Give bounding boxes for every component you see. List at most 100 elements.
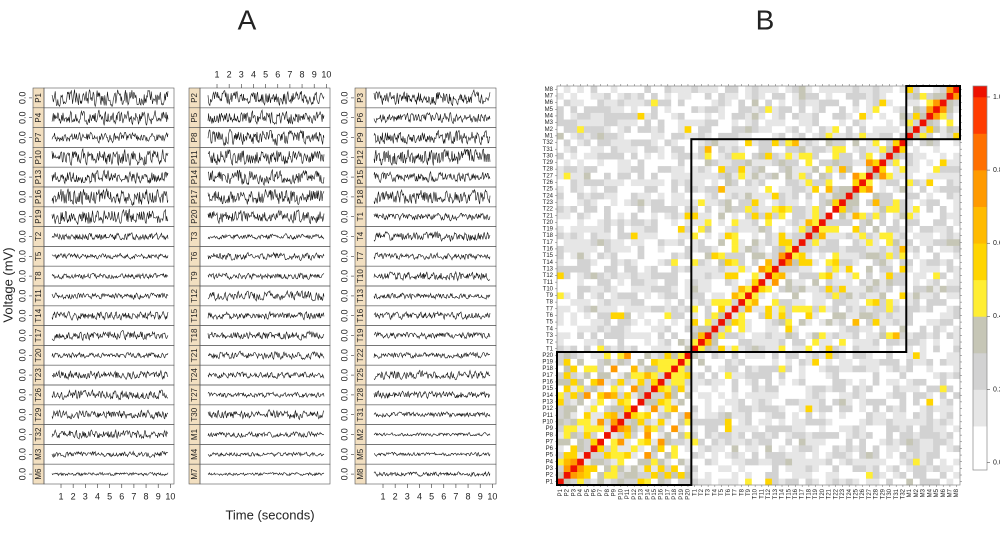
heatmap-cell [845,179,853,187]
heatmap-cell [765,125,773,133]
heatmap-cell [872,119,880,127]
voltage-trace [373,212,491,222]
heatmap-cell [825,298,833,306]
heatmap-cell [563,352,571,359]
heatmap-cell [671,371,679,379]
heatmap-cell [644,325,652,333]
heatmap-cell [738,219,746,226]
heatmap-cell [577,125,585,133]
heatmap-cell [805,112,813,120]
heatmap-cell [946,238,954,246]
heatmap-cell [630,258,638,266]
heatmap-cell [933,391,941,399]
heatmap-cell [671,332,679,339]
heatmap-cell [785,258,793,266]
heatmap-cell [711,385,719,393]
heatmap-cell [859,352,867,359]
heatmap-cell [617,192,625,200]
heatmap-cell [899,132,907,140]
voltage-trace [51,409,169,420]
heatmap-cell [597,312,605,320]
heatmap-cell [577,358,585,366]
heatmap-cell [859,438,867,446]
y-tick-label: T15 [543,253,554,259]
heatmap-cell [610,139,618,147]
heatmap-cell [832,451,840,459]
heatmap-cell [610,358,618,366]
heatmap-cell [684,165,692,173]
heatmap-cell [698,298,706,306]
heatmap-cell [792,318,800,326]
heatmap-cell [651,298,659,306]
heatmap-cell [832,272,840,280]
heatmap-cell [724,418,732,426]
heatmap-cell [664,219,672,226]
heatmap-cell [704,139,712,147]
heatmap-cell [630,165,638,173]
heatmap-cell [731,105,739,113]
heatmap-cell [751,139,759,147]
panel-box [365,404,497,425]
heatmap-cell [765,298,773,306]
heatmap-cell [724,465,732,472]
heatmap-cell [792,338,800,346]
heatmap-cell [664,318,672,326]
heatmap-cell [919,225,927,233]
heatmap-cell [919,312,927,320]
heatmap-cell [704,132,712,140]
heatmap-cell [818,112,826,120]
heatmap-cell [657,232,665,240]
heatmap-cell [704,272,712,280]
channel-label: T28 [356,387,365,401]
voltage-trace [207,189,325,206]
heatmap-cell [865,358,873,366]
heatmap-cell [919,458,927,466]
heatmap-cell [953,145,961,153]
heatmap-cell [738,292,746,300]
heatmap-cell [684,285,692,293]
heatmap-cell [691,465,699,472]
voltage-trace [207,109,325,125]
heatmap-cell [684,358,692,366]
heatmap-cell [899,398,907,406]
heatmap-cell [839,145,847,153]
heatmap-cell [563,365,571,373]
heatmap-cell [630,458,638,466]
heatmap-cell [644,225,652,233]
x-tick-label: 8 [144,491,149,501]
heatmap-cell [912,192,920,200]
heatmap-cell [577,265,585,273]
heatmap-cell [798,232,806,240]
heatmap-cell [630,391,638,399]
heatmap-cell [557,465,565,472]
heatmap-cell [637,232,645,240]
heatmap-cell [677,398,685,406]
heatmap-cell [771,245,779,253]
heatmap-cell [946,285,954,293]
heatmap-cell [731,285,739,293]
heatmap-cell [704,338,712,346]
heatmap-cell [818,99,826,107]
heatmap-cell [906,305,914,313]
heatmap-cell [751,365,759,373]
heatmap-cell [778,192,786,200]
heatmap-cell [617,145,625,153]
heatmap-cell [577,205,585,213]
heatmap-cell [892,425,900,433]
heatmap-cell [630,192,638,200]
y-tick-label: 0.0 [339,290,349,303]
heatmap-cell [624,418,632,426]
heatmap-cell [818,398,826,406]
heatmap-cell [684,265,692,273]
heatmap-cell [865,298,873,306]
heatmap-cell [805,238,813,246]
heatmap-cell [731,119,739,127]
heatmap-cell [583,192,591,200]
y-tick-label: T16 [543,247,554,253]
heatmap-cell [825,411,833,419]
heatmap-cell [604,172,612,180]
colorbar-tick-label: 0.6 [993,240,1000,247]
heatmap-cell [832,292,840,300]
heatmap-cell [671,352,679,359]
heatmap-cell [577,411,585,419]
